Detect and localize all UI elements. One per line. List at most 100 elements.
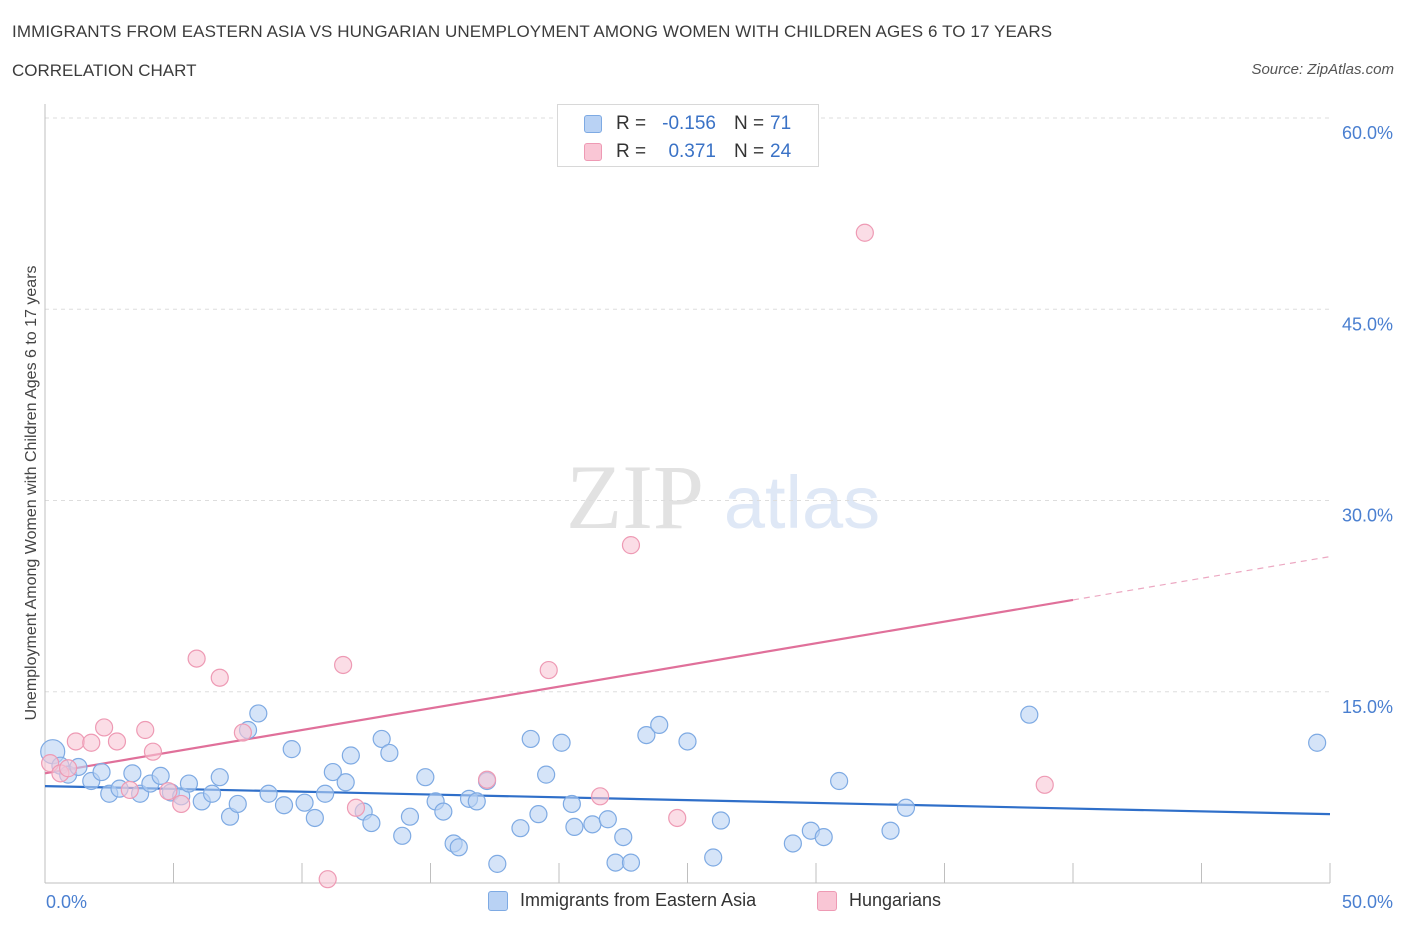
point-eastern-asia	[372, 729, 391, 749]
point-eastern-asia	[614, 827, 633, 847]
legend-swatch-blue	[584, 115, 602, 133]
point-eastern-asia	[92, 762, 111, 782]
series-legend-eastern-asia: Immigrants from Eastern Asia	[488, 890, 756, 911]
trend-line-hungarians-extension	[1072, 556, 1331, 601]
point-eastern-asia	[449, 838, 468, 857]
point-hungarians	[1035, 775, 1054, 794]
point-hungarians	[591, 787, 610, 806]
point-eastern-asia	[537, 765, 556, 784]
point-hungarians	[59, 759, 78, 778]
point-eastern-asia	[711, 811, 731, 830]
point-hungarians	[120, 780, 139, 800]
tick-labels: 15.0% 30.0% 45.0% 60.0% 0.0% 50.0%	[46, 123, 1393, 912]
point-eastern-asia	[151, 766, 170, 786]
point-eastern-asia	[704, 848, 723, 867]
point-hungarians	[187, 649, 206, 668]
point-eastern-asia	[259, 784, 278, 803]
point-eastern-asia	[678, 732, 697, 751]
chart-subtitle: CORRELATION CHART	[12, 61, 197, 80]
series-label-eastern-asia: Immigrants from Eastern Asia	[520, 890, 757, 910]
point-hungarians	[172, 794, 191, 814]
point-eastern-asia	[210, 768, 229, 787]
watermark-zip: ZIP	[566, 446, 704, 548]
point-hungarians	[855, 223, 874, 242]
point-eastern-asia	[295, 793, 314, 812]
point-eastern-asia	[282, 740, 301, 759]
legend-r-value: 0.371	[668, 141, 716, 162]
point-hungarians	[95, 718, 114, 737]
point-hungarians	[66, 732, 85, 751]
point-eastern-asia	[565, 817, 584, 837]
point-eastern-asia	[637, 725, 656, 745]
point-eastern-asia	[1308, 733, 1327, 752]
point-eastern-asia	[896, 798, 916, 817]
legend-n-value: 71	[770, 113, 792, 134]
legend-swatch-pink	[584, 143, 602, 161]
point-hungarians	[159, 782, 178, 801]
point-hungarians	[539, 660, 558, 680]
point-eastern-asia	[305, 808, 324, 828]
point-eastern-asia	[323, 762, 342, 782]
point-eastern-asia	[488, 854, 507, 873]
point-eastern-asia	[511, 819, 530, 838]
point-eastern-asia	[621, 853, 641, 872]
point-eastern-asia	[434, 802, 453, 821]
point-eastern-asia	[830, 771, 849, 791]
point-eastern-asia	[416, 768, 435, 787]
point-hungarians	[334, 655, 353, 675]
y-tick-label: 45.0%	[1342, 314, 1393, 334]
legend-r-label: R =	[616, 113, 647, 134]
point-eastern-asia	[521, 729, 540, 749]
legend-r-label: R =	[616, 141, 647, 162]
legend-n-label: N =	[734, 141, 765, 162]
legend-row-eastern-asia: R = -0.156 N = 71	[584, 112, 791, 136]
point-eastern-asia	[467, 792, 486, 811]
point-eastern-asia	[274, 796, 294, 815]
point-eastern-asia	[583, 815, 602, 834]
point-hungarians	[143, 742, 163, 761]
point-eastern-asia	[179, 774, 199, 793]
trend-line-hungarians	[44, 598, 1074, 775]
point-hungarians	[210, 668, 229, 687]
point-eastern-asia	[606, 853, 625, 872]
point-eastern-asia	[562, 794, 581, 814]
point-eastern-asia	[1020, 705, 1039, 724]
point-hungarians	[233, 723, 252, 742]
point-eastern-asia	[316, 784, 335, 803]
legend-row-hungarians: R = 0.371 N = 24	[584, 140, 791, 164]
chart-title: IMMIGRANTS FROM EASTERN ASIA VS HUNGARIA…	[12, 22, 1053, 41]
series-legend-hungarians: Hungarians	[817, 890, 941, 911]
y-tick-label: 60.0%	[1342, 123, 1393, 143]
point-hungarians	[621, 536, 641, 555]
series-swatch-blue	[488, 890, 508, 911]
source-credit: Source: ZipAtlas.com	[1251, 61, 1394, 78]
point-eastern-asia	[202, 784, 222, 803]
trend-lines	[44, 556, 1331, 816]
watermark-atlas: atlas	[724, 461, 880, 544]
point-eastern-asia	[814, 827, 833, 847]
point-eastern-asia	[552, 733, 571, 752]
point-eastern-asia	[650, 715, 669, 735]
point-eastern-asia	[881, 821, 900, 840]
y-tick-label: 30.0%	[1342, 506, 1393, 526]
point-eastern-asia	[529, 805, 548, 824]
point-hungarians	[136, 720, 155, 740]
point-eastern-asia	[598, 810, 617, 829]
grid-lines	[45, 117, 1330, 693]
point-eastern-asia	[336, 773, 355, 792]
point-hungarians	[477, 770, 497, 789]
point-eastern-asia	[393, 826, 412, 845]
point-eastern-asia	[249, 704, 268, 723]
point-eastern-asia	[783, 834, 802, 853]
point-eastern-asia	[228, 794, 247, 814]
series-swatch-pink	[817, 890, 837, 911]
point-hungarians	[668, 808, 687, 828]
point-hungarians	[346, 798, 366, 817]
point-eastern-asia	[400, 807, 420, 826]
point-eastern-asia	[341, 746, 360, 765]
x-tick-label-min: 0.0%	[46, 892, 87, 912]
point-hungarians	[107, 732, 127, 751]
point-eastern-asia	[123, 764, 142, 783]
point-eastern-asia	[380, 743, 399, 763]
point-hungarians	[82, 733, 101, 752]
